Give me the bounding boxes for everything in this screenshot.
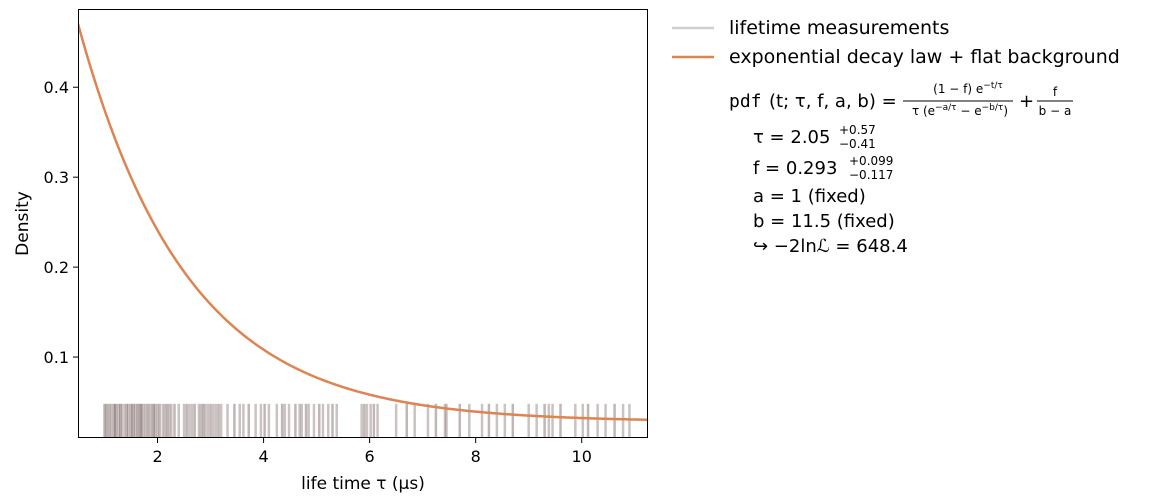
y-axis: 0.1 0.2 0.3 0.4 <box>44 78 78 367</box>
rug-series <box>103 403 631 438</box>
fit-annotation: pdf (t; τ, f, a, b) = (1 − f) e−t/τ τ (e… <box>729 81 1073 257</box>
legend: lifetime measurements exponential decay … <box>672 17 1120 68</box>
param-f-lower: −0.117 <box>849 168 893 182</box>
formula-args: (t; τ, f, a, b) = <box>769 91 897 112</box>
x-tick-label: 10 <box>572 447 592 466</box>
plot-frame <box>78 9 648 438</box>
curve-series <box>78 23 648 422</box>
x-tick-label: 8 <box>471 447 481 466</box>
formula-frac2-numerator: f <box>1053 85 1058 99</box>
param-f: f = 0.293 <box>753 158 837 179</box>
formula-frac1-numerator: (1 − f) e−t/τ <box>933 81 1003 96</box>
param-tau-upper: +0.57 <box>839 123 876 137</box>
param-a: a = 1 (fixed) <box>753 186 866 207</box>
x-tick-label: 2 <box>152 447 162 466</box>
param-tau: τ = 2.05 <box>753 127 830 148</box>
legend-entry-rug: lifetime measurements <box>729 17 949 39</box>
plot-area <box>78 9 648 438</box>
param-tau-lower: −0.41 <box>839 137 876 151</box>
x-axis-label: life time τ (µs) <box>301 474 425 494</box>
y-axis-label: Density <box>13 191 33 256</box>
formula-pdf-label: pdf <box>729 91 762 112</box>
formula-frac1-denominator: τ (e−a/τ − e−b/τ) <box>912 103 1008 118</box>
param-f-upper: +0.099 <box>849 154 893 168</box>
decay-curve <box>78 23 648 422</box>
x-tick-label: 4 <box>258 447 268 466</box>
x-tick-label: 6 <box>365 447 375 466</box>
formula-frac2-denominator: b − a <box>1039 104 1072 118</box>
y-tick-label: 0.3 <box>44 168 69 187</box>
y-tick-label: 0.1 <box>44 348 69 367</box>
x-axis: 2 4 6 8 10 <box>152 438 592 466</box>
y-tick-label: 0.4 <box>44 78 69 97</box>
formula-plus: + <box>1019 91 1034 112</box>
legend-entry-curve: exponential decay law + flat background <box>729 46 1120 68</box>
y-tick-label: 0.2 <box>44 258 69 277</box>
param-nll: ↪ −2lnℒ = 648.4 <box>753 236 908 257</box>
param-b: b = 11.5 (fixed) <box>753 211 895 232</box>
